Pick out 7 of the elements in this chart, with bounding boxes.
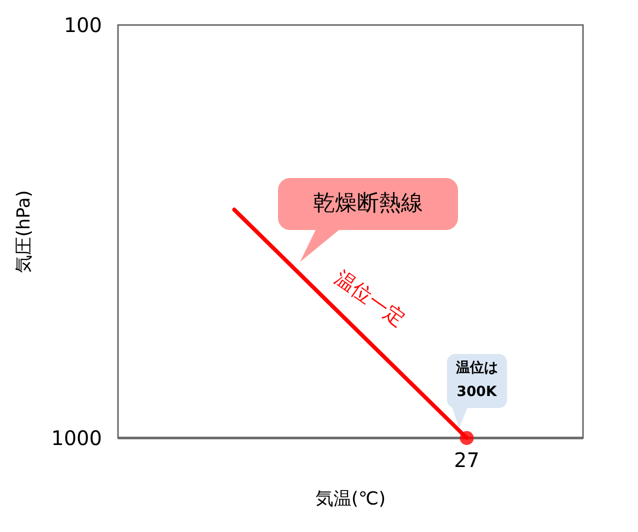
y-axis-title: 気圧(hPa) — [14, 190, 34, 273]
speech-bubble: 温位は 300K — [446, 354, 507, 408]
x-tick-label: 27 — [454, 448, 480, 472]
annotation: 温位一定 — [330, 264, 411, 333]
x-axis-title: 気温(℃) — [315, 488, 386, 510]
y-tick-label: 100 — [64, 13, 102, 37]
y-tick-label: 1000 — [51, 426, 102, 450]
